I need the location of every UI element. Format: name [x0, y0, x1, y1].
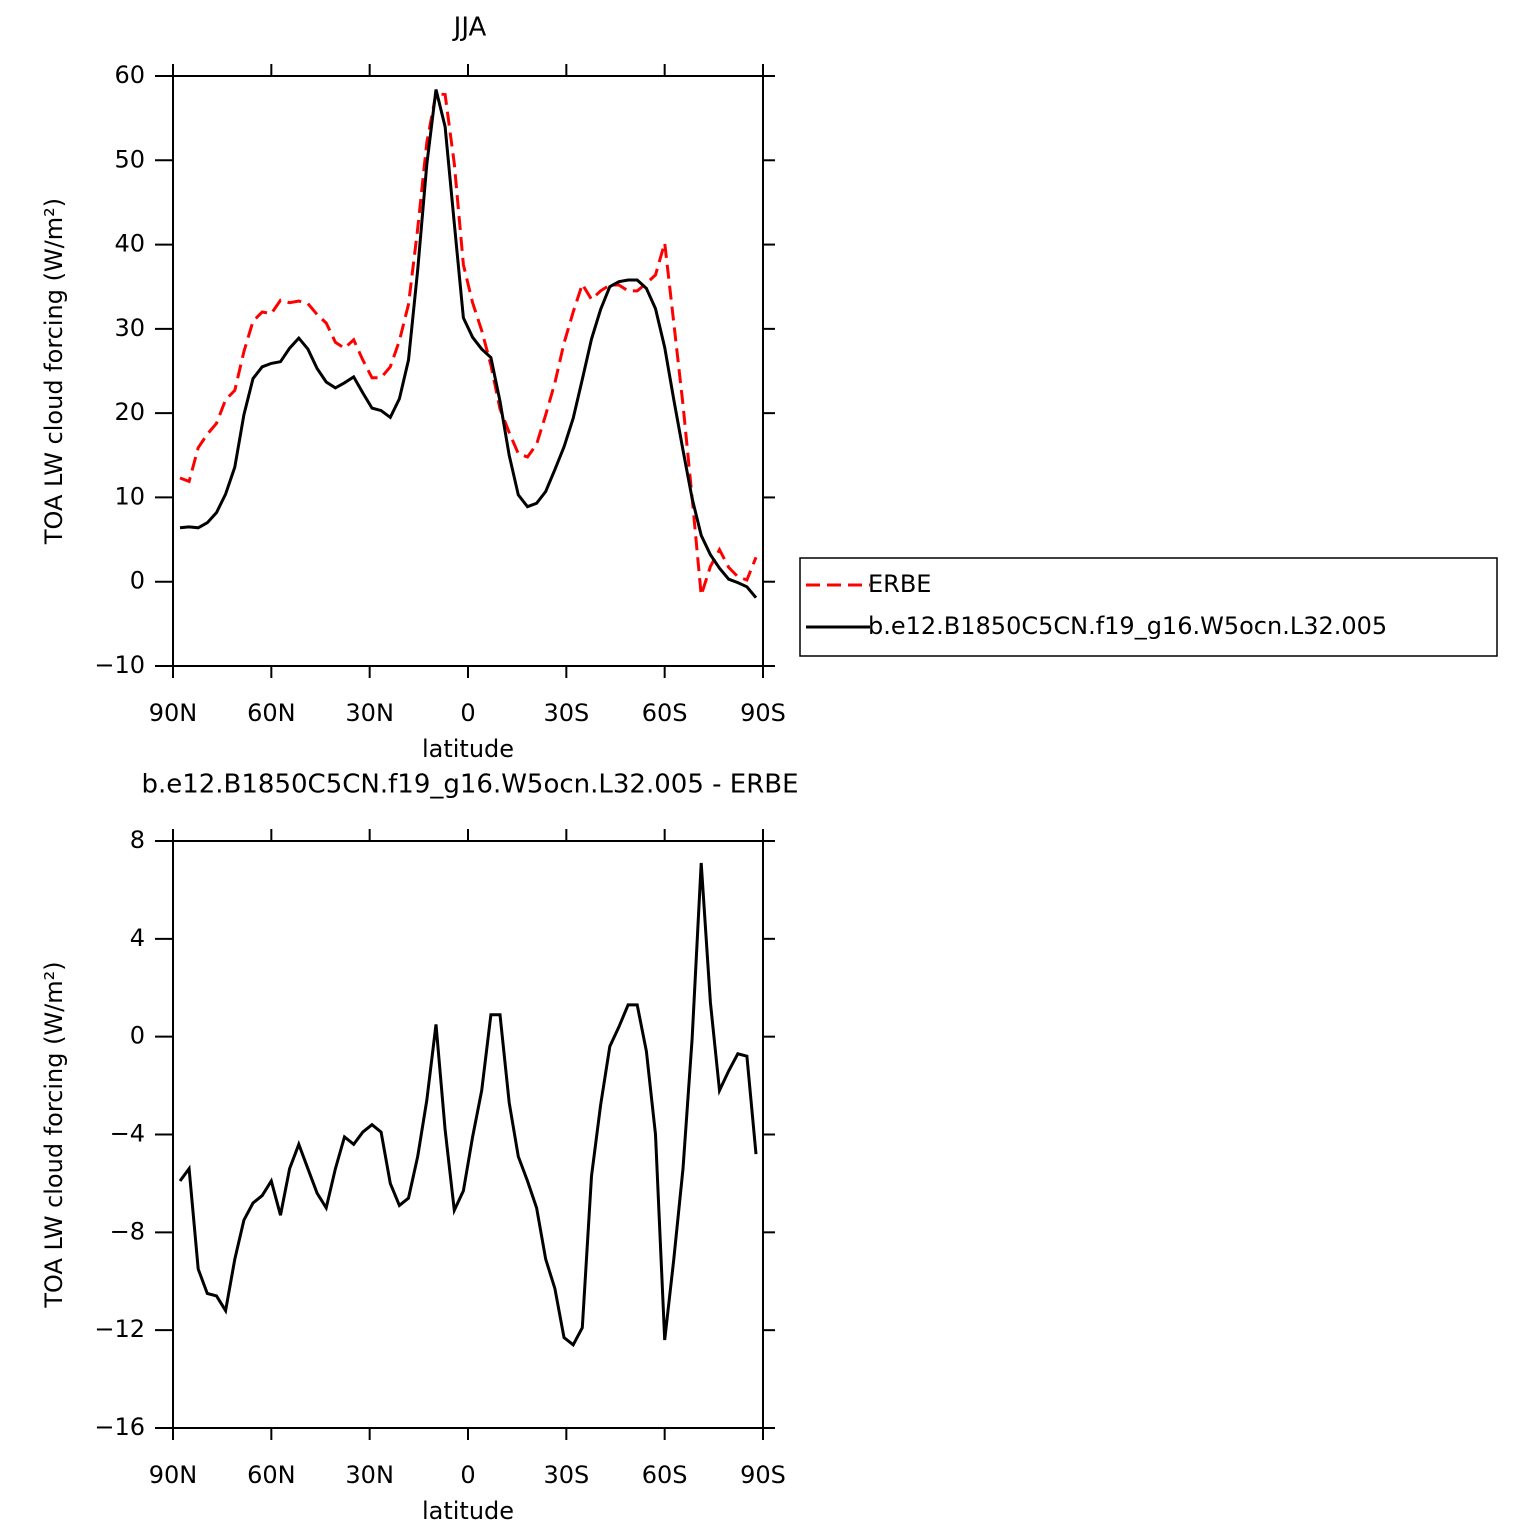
- y-tick-label: 8: [130, 826, 145, 854]
- y-tick-label: 10: [114, 482, 145, 510]
- legend-label: b.e12.B1850C5CN.f19_g16.W5ocn.L32.005: [868, 612, 1387, 640]
- y-tick-label: −8: [110, 1217, 145, 1245]
- y-tick-label: 4: [130, 924, 145, 952]
- chart-title: b.e12.B1850C5CN.f19_g16.W5ocn.L32.005 - …: [141, 770, 798, 800]
- legend-box: [799, 557, 1498, 657]
- x-tick-label: 60N: [247, 1461, 296, 1489]
- x-tick-label: 30S: [543, 699, 589, 727]
- y-tick-label: 20: [114, 398, 145, 426]
- y-tick-label: 60: [114, 61, 145, 89]
- data-line: [178, 862, 758, 1348]
- x-tick-label: 30S: [543, 1461, 589, 1489]
- x-tick-label: 90S: [740, 699, 786, 727]
- plot-frame: [172, 75, 764, 667]
- x-axis-label: latitude: [422, 1497, 514, 1525]
- y-tick-label: −12: [94, 1315, 145, 1343]
- y-tick-label: 0: [130, 567, 145, 595]
- x-axis-label: latitude: [422, 735, 514, 763]
- y-tick-label: 40: [114, 230, 145, 258]
- y-tick-label: −10: [94, 651, 145, 679]
- x-tick-label: 90N: [149, 1461, 198, 1489]
- plot-frame: [172, 840, 764, 1429]
- y-tick-label: −4: [110, 1120, 145, 1148]
- y-tick-label: −16: [94, 1413, 145, 1441]
- y-axis-label: TOA LW cloud forcing (W/m²): [40, 198, 68, 545]
- x-tick-label: 30N: [345, 1461, 394, 1489]
- data-line: [179, 92, 758, 596]
- chart-title: JJA: [452, 13, 487, 43]
- x-tick-label: 60N: [247, 699, 296, 727]
- x-tick-label: 30N: [345, 699, 394, 727]
- data-line: [179, 89, 758, 599]
- x-tick-label: 90N: [149, 699, 198, 727]
- x-tick-label: 60S: [642, 1461, 688, 1489]
- y-axis-label: TOA LW cloud forcing (W/m²): [40, 961, 68, 1308]
- y-tick-label: 30: [114, 314, 145, 342]
- legend-label: ERBE: [868, 570, 931, 598]
- y-tick-label: 50: [114, 145, 145, 173]
- x-tick-label: 90S: [740, 1461, 786, 1489]
- x-tick-label: 60S: [642, 699, 688, 727]
- y-tick-label: 0: [130, 1022, 145, 1050]
- x-tick-label: 0: [460, 1461, 475, 1489]
- x-tick-label: 0: [460, 699, 475, 727]
